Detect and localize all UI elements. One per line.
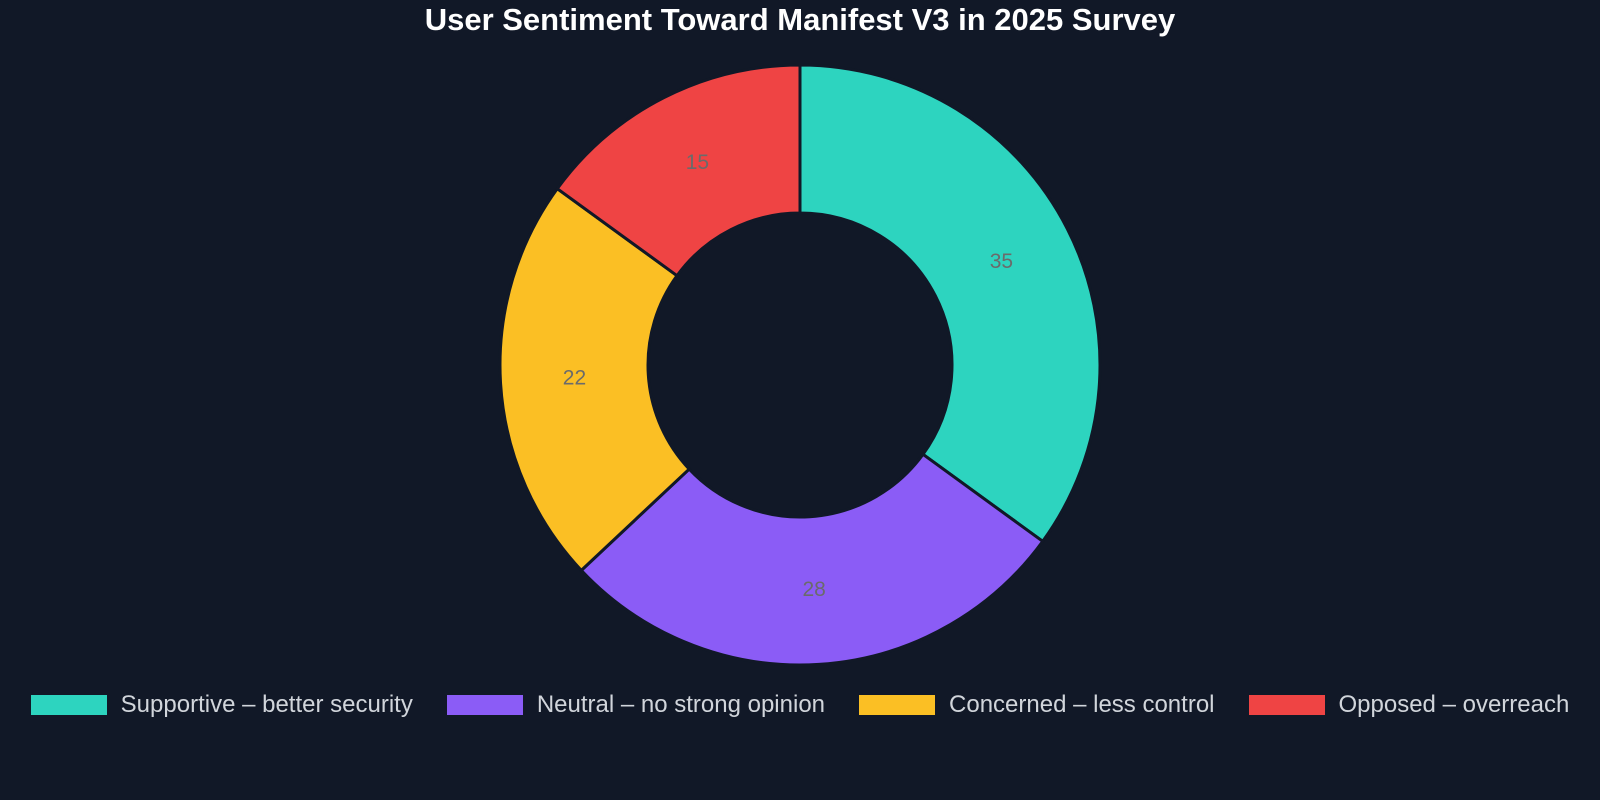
legend-swatch [30,695,107,715]
legend-item[interactable]: Opposed – overreach [1248,690,1570,720]
slice-value-label: 15 [686,151,709,174]
donut-slice-2[interactable] [579,452,1045,667]
donut-slice-3[interactable] [498,186,692,573]
donut-slice-4[interactable] [555,63,802,278]
legend-item[interactable]: Neutral – no strong opinion [446,690,826,720]
donut-slices [498,63,1102,667]
donut-slice-1[interactable] [798,63,1102,544]
donut-chart: 35 28 22 15 [498,63,1102,667]
slice-value-label: 28 [803,578,826,601]
legend-label: Neutral – no strong opinion [536,691,826,718]
chart-legend: Supportive – better security Neutral – no… [0,690,1600,720]
legend-item[interactable]: Supportive – better security [30,690,413,720]
legend-swatch [859,695,936,715]
slice-value-label: 35 [990,250,1013,273]
legend-swatch [1248,695,1325,715]
legend-label: Concerned – less control [949,691,1215,718]
chart-title: User Sentiment Toward Manifest V3 in 202… [424,2,1176,37]
legend-item[interactable]: Concerned – less control [859,690,1215,720]
slice-value-label: 22 [563,367,586,390]
legend-label: Opposed – overreach [1338,691,1570,718]
legend-swatch [446,695,523,715]
donut-value-labels: 35 28 22 15 [563,151,1013,601]
legend-label: Supportive – better security [120,691,413,718]
